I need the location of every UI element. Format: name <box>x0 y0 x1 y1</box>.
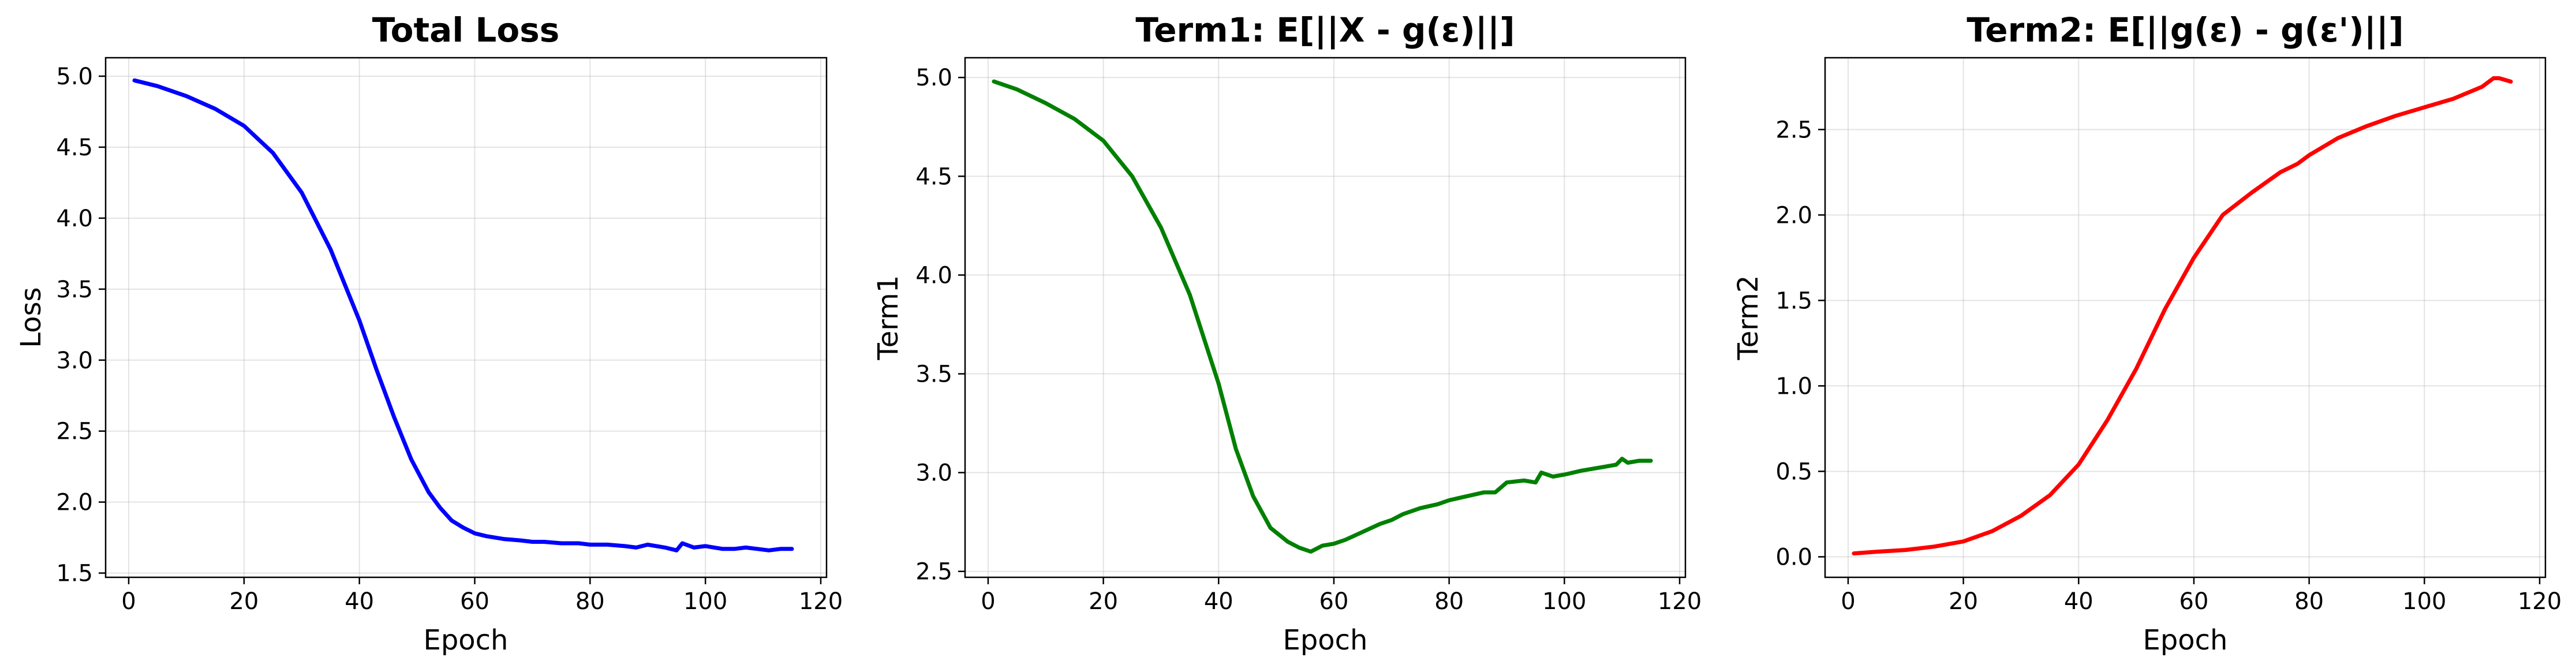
x-tick-label: 120 <box>1658 588 1702 615</box>
x-tick-label: 0 <box>121 588 136 615</box>
x-tick-label: 60 <box>460 588 489 615</box>
y-tick-label: 3.5 <box>56 277 93 303</box>
subplot-total-loss: Total Loss Epoch Loss 0 20 40 60 80 100 120 1.5… <box>15 10 843 656</box>
y-axis-label: Loss <box>15 287 47 348</box>
subplot-title: Term2: E[||g(ε) - g(ε')||] <box>1966 10 2403 50</box>
y-tick-label: 2.5 <box>915 559 952 585</box>
y-tick-label: 3.0 <box>915 460 952 487</box>
y-tick-label: 1.0 <box>1775 373 1812 400</box>
y-tick-label: 2.5 <box>1775 117 1812 143</box>
series-line <box>1852 76 2513 556</box>
x-tick-label: 0 <box>1841 588 1855 615</box>
y-tick-label: 4.5 <box>915 163 952 190</box>
series-line <box>992 79 1653 554</box>
y-axis-label: Term1 <box>872 275 904 361</box>
x-tick-label: 40 <box>345 588 374 615</box>
y-tick-label: 0.5 <box>1775 458 1812 485</box>
x-tick-label: 100 <box>1542 588 1586 615</box>
x-tick-label: 120 <box>2518 588 2562 615</box>
y-tick-label: 4.0 <box>56 206 93 232</box>
y-tick-label: 4.0 <box>915 262 952 289</box>
y-tick-label: 3.0 <box>56 348 93 374</box>
x-axis-label: Epoch <box>2143 624 2228 656</box>
x-axis-label: Epoch <box>1283 624 1368 656</box>
x-tick-label: 80 <box>1434 588 1464 615</box>
y-tick-label: 5.0 <box>56 64 93 90</box>
axes-frame <box>1824 57 2547 578</box>
axes-frame <box>104 57 828 578</box>
x-tick-label: 20 <box>229 588 259 615</box>
x-tick-label: 60 <box>1319 588 1349 615</box>
y-tick-label: 2.0 <box>1775 202 1812 229</box>
y-tick-label: 5.0 <box>915 65 952 91</box>
y-tick-label: 2.5 <box>56 419 93 445</box>
subplot-title: Term1: E[||X - g(ε)||] <box>1135 10 1515 50</box>
x-tick-label: 80 <box>2294 588 2324 615</box>
y-tick-label: 4.5 <box>56 135 93 161</box>
x-tick-label: 40 <box>1204 588 1233 615</box>
y-tick-label: 2.0 <box>56 490 93 516</box>
x-tick-label: 40 <box>2064 588 2093 615</box>
x-tick-label: 60 <box>2179 588 2209 615</box>
y-axis-label: Term2 <box>1732 275 1764 361</box>
x-tick-label: 20 <box>1089 588 1118 615</box>
x-tick-label: 0 <box>981 588 995 615</box>
y-tick-label: 1.5 <box>1775 288 1812 314</box>
x-axis-label: Epoch <box>424 624 509 656</box>
y-tick-label: 3.5 <box>915 361 952 388</box>
x-tick-label: 100 <box>2402 588 2446 615</box>
y-tick-label: 0.0 <box>1775 544 1812 570</box>
x-tick-label: 80 <box>575 588 605 615</box>
series-line <box>132 78 794 552</box>
axes-frame <box>964 57 1687 578</box>
x-tick-label: 100 <box>683 588 727 615</box>
x-tick-label: 120 <box>799 588 843 615</box>
y-tick-label: 1.5 <box>56 561 93 587</box>
subplot-term2: Term2: E[||g(ε) - g(ε')||] Epoch Term2 0… <box>1732 10 2562 656</box>
x-tick-label: 20 <box>1949 588 1978 615</box>
subplot-title: Total Loss <box>372 10 560 50</box>
subplot-term1: Term1: E[||X - g(ε)||] Epoch Term1 0 20 40… <box>872 10 1702 656</box>
